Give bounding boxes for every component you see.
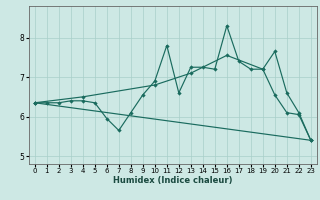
X-axis label: Humidex (Indice chaleur): Humidex (Indice chaleur): [113, 176, 233, 185]
